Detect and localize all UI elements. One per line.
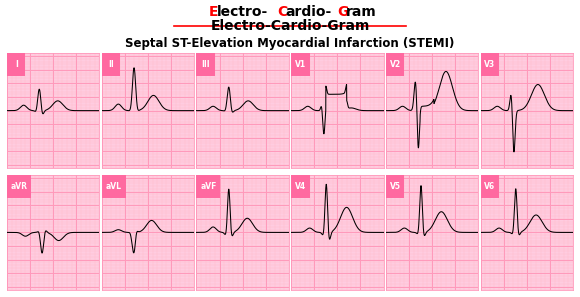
FancyBboxPatch shape [481,53,499,76]
FancyBboxPatch shape [481,175,499,198]
Text: ardio-: ardio- [286,5,332,19]
Text: V1: V1 [295,60,306,69]
Text: aVL: aVL [106,182,122,191]
Text: ram: ram [346,5,376,19]
FancyBboxPatch shape [291,53,310,76]
FancyBboxPatch shape [102,175,126,198]
FancyBboxPatch shape [291,175,310,198]
Text: E: E [208,5,218,19]
Text: V3: V3 [484,60,495,69]
FancyBboxPatch shape [197,53,215,76]
FancyBboxPatch shape [197,175,220,198]
Text: V5: V5 [390,182,401,191]
FancyBboxPatch shape [102,53,120,76]
Text: V6: V6 [484,182,495,191]
Text: Septal ST-Elevation Myocardial Infarction (STEMI): Septal ST-Elevation Myocardial Infarctio… [125,37,455,50]
FancyBboxPatch shape [386,175,404,198]
Text: C: C [277,5,287,19]
Text: V4: V4 [295,182,306,191]
Text: I: I [14,60,17,69]
Text: II: II [108,60,114,69]
Text: aVR: aVR [10,182,27,191]
Text: Electro-Cardio-Gram: Electro-Cardio-Gram [211,19,369,33]
Text: aVF: aVF [200,182,216,191]
Text: lectro-: lectro- [217,5,269,19]
FancyBboxPatch shape [386,53,404,76]
Text: G: G [337,5,349,19]
Text: III: III [201,60,210,69]
FancyBboxPatch shape [7,53,26,76]
FancyBboxPatch shape [7,175,31,198]
Text: V2: V2 [390,60,401,69]
